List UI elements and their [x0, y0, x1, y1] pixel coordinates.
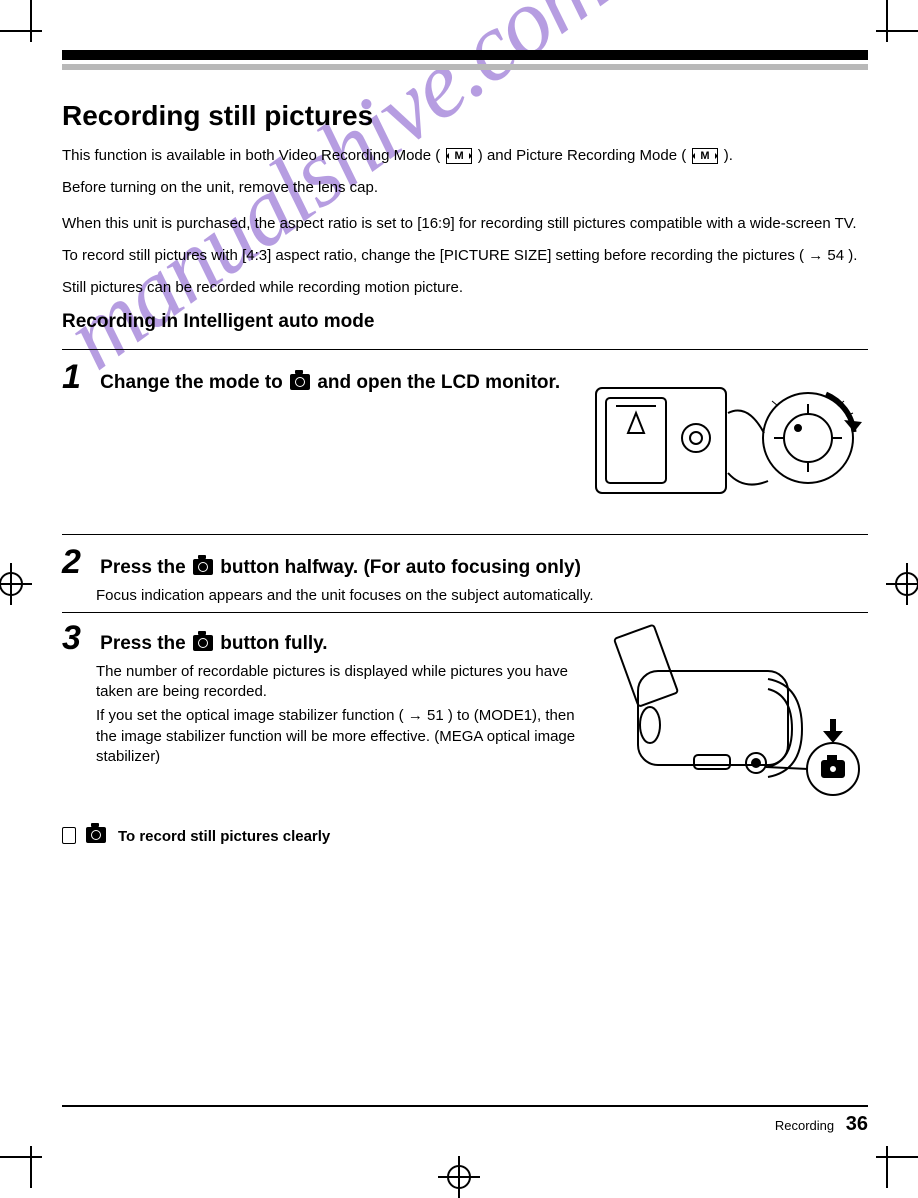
- step-2-number: 2: [62, 543, 96, 582]
- registration-mark-bottom: [447, 1165, 471, 1189]
- recommend-title: To record still pictures clearly: [118, 828, 330, 845]
- auto-section-title: Recording in Intelligent auto mode: [62, 311, 868, 333]
- intro-note: To record still pictures with [4:3] aspe…: [62, 246, 868, 266]
- intro-line-1: Before turning on the unit, remove the l…: [62, 178, 868, 198]
- registration-mark-left: [0, 572, 23, 596]
- step-3-title: Press the button fully.: [100, 633, 327, 654]
- mode-chip-video: M: [446, 148, 471, 164]
- step-3: 3 Press the button fully. The number of …: [62, 619, 868, 809]
- intro-note-a: To record still pictures with: [62, 247, 242, 264]
- ois-a: If you set the optical image stabilizer …: [96, 707, 404, 724]
- step-1-title-a: Change the mode to: [100, 372, 288, 393]
- modes-suffix: ).: [724, 147, 733, 164]
- step-2-title-a: Press the: [100, 557, 191, 578]
- intro-note-b: aspect ratio, change the [PICTURE SIZE] …: [275, 247, 804, 264]
- footer-page-number: 36: [846, 1113, 868, 1135]
- ois-ref: → 51: [408, 707, 444, 724]
- footer-section: Recording: [775, 1118, 834, 1133]
- focus-ind-b: appears and the unit focuses on the subj…: [209, 587, 594, 604]
- mode-dial-svg: [588, 358, 868, 528]
- step-1-title-b: and open the LCD monitor.: [317, 372, 560, 393]
- intro-line-2a: When this unit is purchased, the aspect …: [62, 215, 417, 232]
- recommend-block: To record still pictures clearly: [62, 827, 868, 845]
- mode-chip-picture: M: [692, 148, 717, 164]
- step-1-title: Change the mode to and open the LCD moni…: [100, 372, 560, 393]
- intro-note-c: ).: [848, 247, 857, 264]
- header-rule-grey: [62, 64, 868, 70]
- modes-mid: ) and Picture Recording Mode (: [478, 147, 686, 164]
- camera-icon-small: [86, 827, 106, 843]
- focus-ind-a: Focus indication: [96, 587, 209, 604]
- page-content: Recording still pictures This function i…: [62, 50, 868, 1136]
- figure-photo-button: [608, 619, 868, 809]
- step-2-title: Press the button halfway. (For auto focu…: [100, 557, 581, 578]
- f-box-icon: [62, 827, 76, 844]
- modes-prefix: This function is available in both Video…: [62, 147, 440, 164]
- step-2-title-b: button halfway. (For auto focusing only): [220, 557, 581, 578]
- page-title: Recording still pictures: [62, 100, 868, 132]
- step-3-title-a: Press the: [100, 633, 191, 654]
- step-3-title-b: button fully.: [220, 633, 327, 654]
- photo-button-icon: [193, 559, 213, 575]
- intro-pageref: → 54: [808, 247, 844, 264]
- step-2: 2 Press the button halfway. (For auto fo…: [62, 535, 868, 613]
- figure-mode-dial: [588, 358, 868, 528]
- photo-button-icon-2: [193, 635, 213, 651]
- auto-hint: Still pictures can be recorded while rec…: [62, 278, 868, 298]
- intro-line-2b: for recording still pictures compatible …: [459, 215, 857, 232]
- registration-mark-right: [895, 572, 918, 596]
- step-2-body: Focus indication appears and the unit fo…: [96, 586, 868, 606]
- step-3-body: The number of recordable pictures is dis…: [96, 662, 590, 703]
- step-3-body-a: The number of recordable pictures is dis…: [96, 663, 568, 700]
- step-3-ois: If you set the optical image stabilizer …: [96, 706, 590, 767]
- step-1-number: 1: [62, 358, 96, 397]
- mode-availability-line: This function is available in both Video…: [62, 146, 868, 166]
- intro-ratio-169: [16:9]: [417, 215, 455, 232]
- intro-line-2: When this unit is purchased, the aspect …: [62, 214, 868, 234]
- photo-button-svg: [608, 619, 868, 809]
- camera-mode-icon: [290, 374, 310, 390]
- page-footer: Recording 36: [62, 1105, 868, 1136]
- intro-ratio-43: [4:3]: [242, 247, 271, 264]
- step-3-number: 3: [62, 619, 96, 658]
- header-rule-thick: [62, 50, 868, 60]
- step-1: 1 Change the mode to and open the LCD mo…: [62, 349, 868, 535]
